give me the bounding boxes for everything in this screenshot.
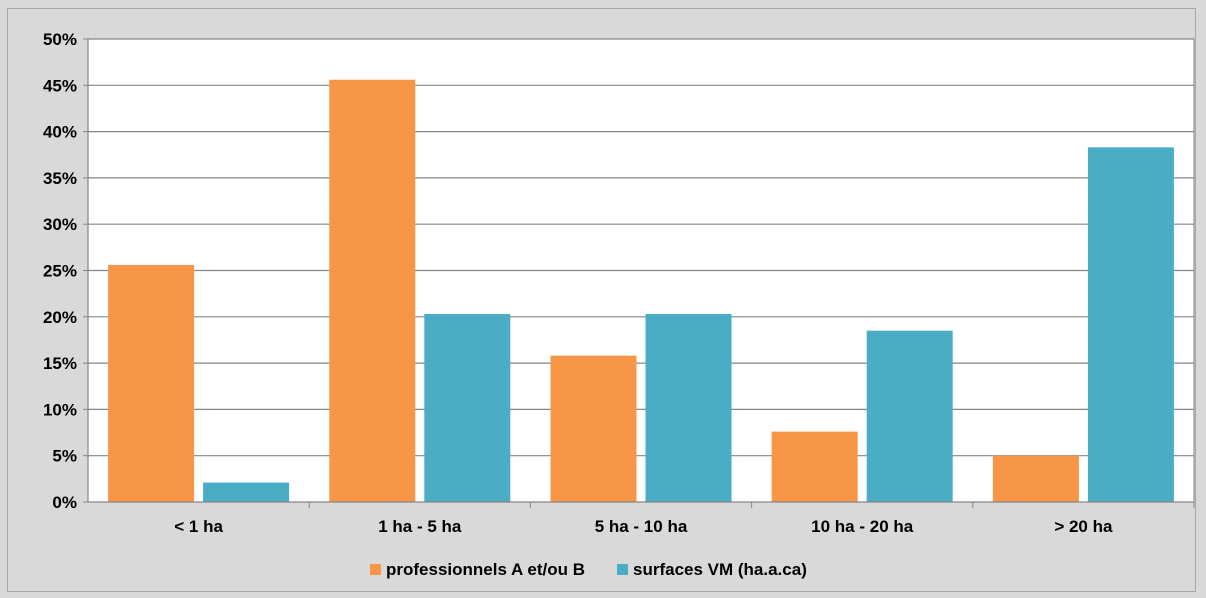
axes: 0% 5% 10% 15% 20% 25% 30% 35% 40% 45% 50% < 1 ha 1 h… <box>43 30 1195 536</box>
y-tick-label: 50% <box>43 30 77 49</box>
bars <box>108 79 1174 503</box>
x-category-label: 10 ha - 20 ha <box>811 517 914 536</box>
legend-swatch-1 <box>370 564 381 575</box>
bar-surfaces-5 <box>1087 147 1174 503</box>
y-tick-label: 5% <box>52 447 77 466</box>
y-tick-label: 10% <box>43 400 77 419</box>
bar-surfaces-2 <box>424 314 511 502</box>
y-tick-label: 30% <box>43 215 77 234</box>
y-tick-label: 40% <box>43 123 77 142</box>
y-tick-label: 15% <box>43 354 77 373</box>
bar-professionnels-2 <box>329 79 416 502</box>
y-tick-label: 20% <box>43 308 77 327</box>
y-tick-label: 25% <box>43 262 77 281</box>
y-tick-label: 45% <box>43 76 77 95</box>
x-category-label: > 20 ha <box>1054 517 1113 536</box>
legend-label-1: professionnels A et/ou B <box>386 560 585 579</box>
bar-surfaces-4 <box>866 330 953 502</box>
y-tick-label: 35% <box>43 169 77 188</box>
bar-professionnels-1 <box>108 264 195 502</box>
x-category-label: < 1 ha <box>174 517 223 536</box>
legend-label-2: surfaces VM (ha.a.ca) <box>633 560 807 579</box>
legend-swatch-2 <box>617 564 628 575</box>
bar-surfaces-3 <box>645 314 732 502</box>
gridlines <box>88 38 1194 457</box>
bar-professionnels-4 <box>771 431 858 502</box>
bar-professionnels-3 <box>550 355 637 502</box>
bar-surfaces-1 <box>203 482 290 502</box>
legend: professionnels A et/ou B surfaces VM (ha.… <box>370 560 807 579</box>
bar-professionnels-5 <box>992 455 1079 502</box>
y-tick-label: 0% <box>52 493 77 512</box>
x-category-label: 5 ha - 10 ha <box>595 517 688 536</box>
x-category-label: 1 ha - 5 ha <box>378 517 462 536</box>
